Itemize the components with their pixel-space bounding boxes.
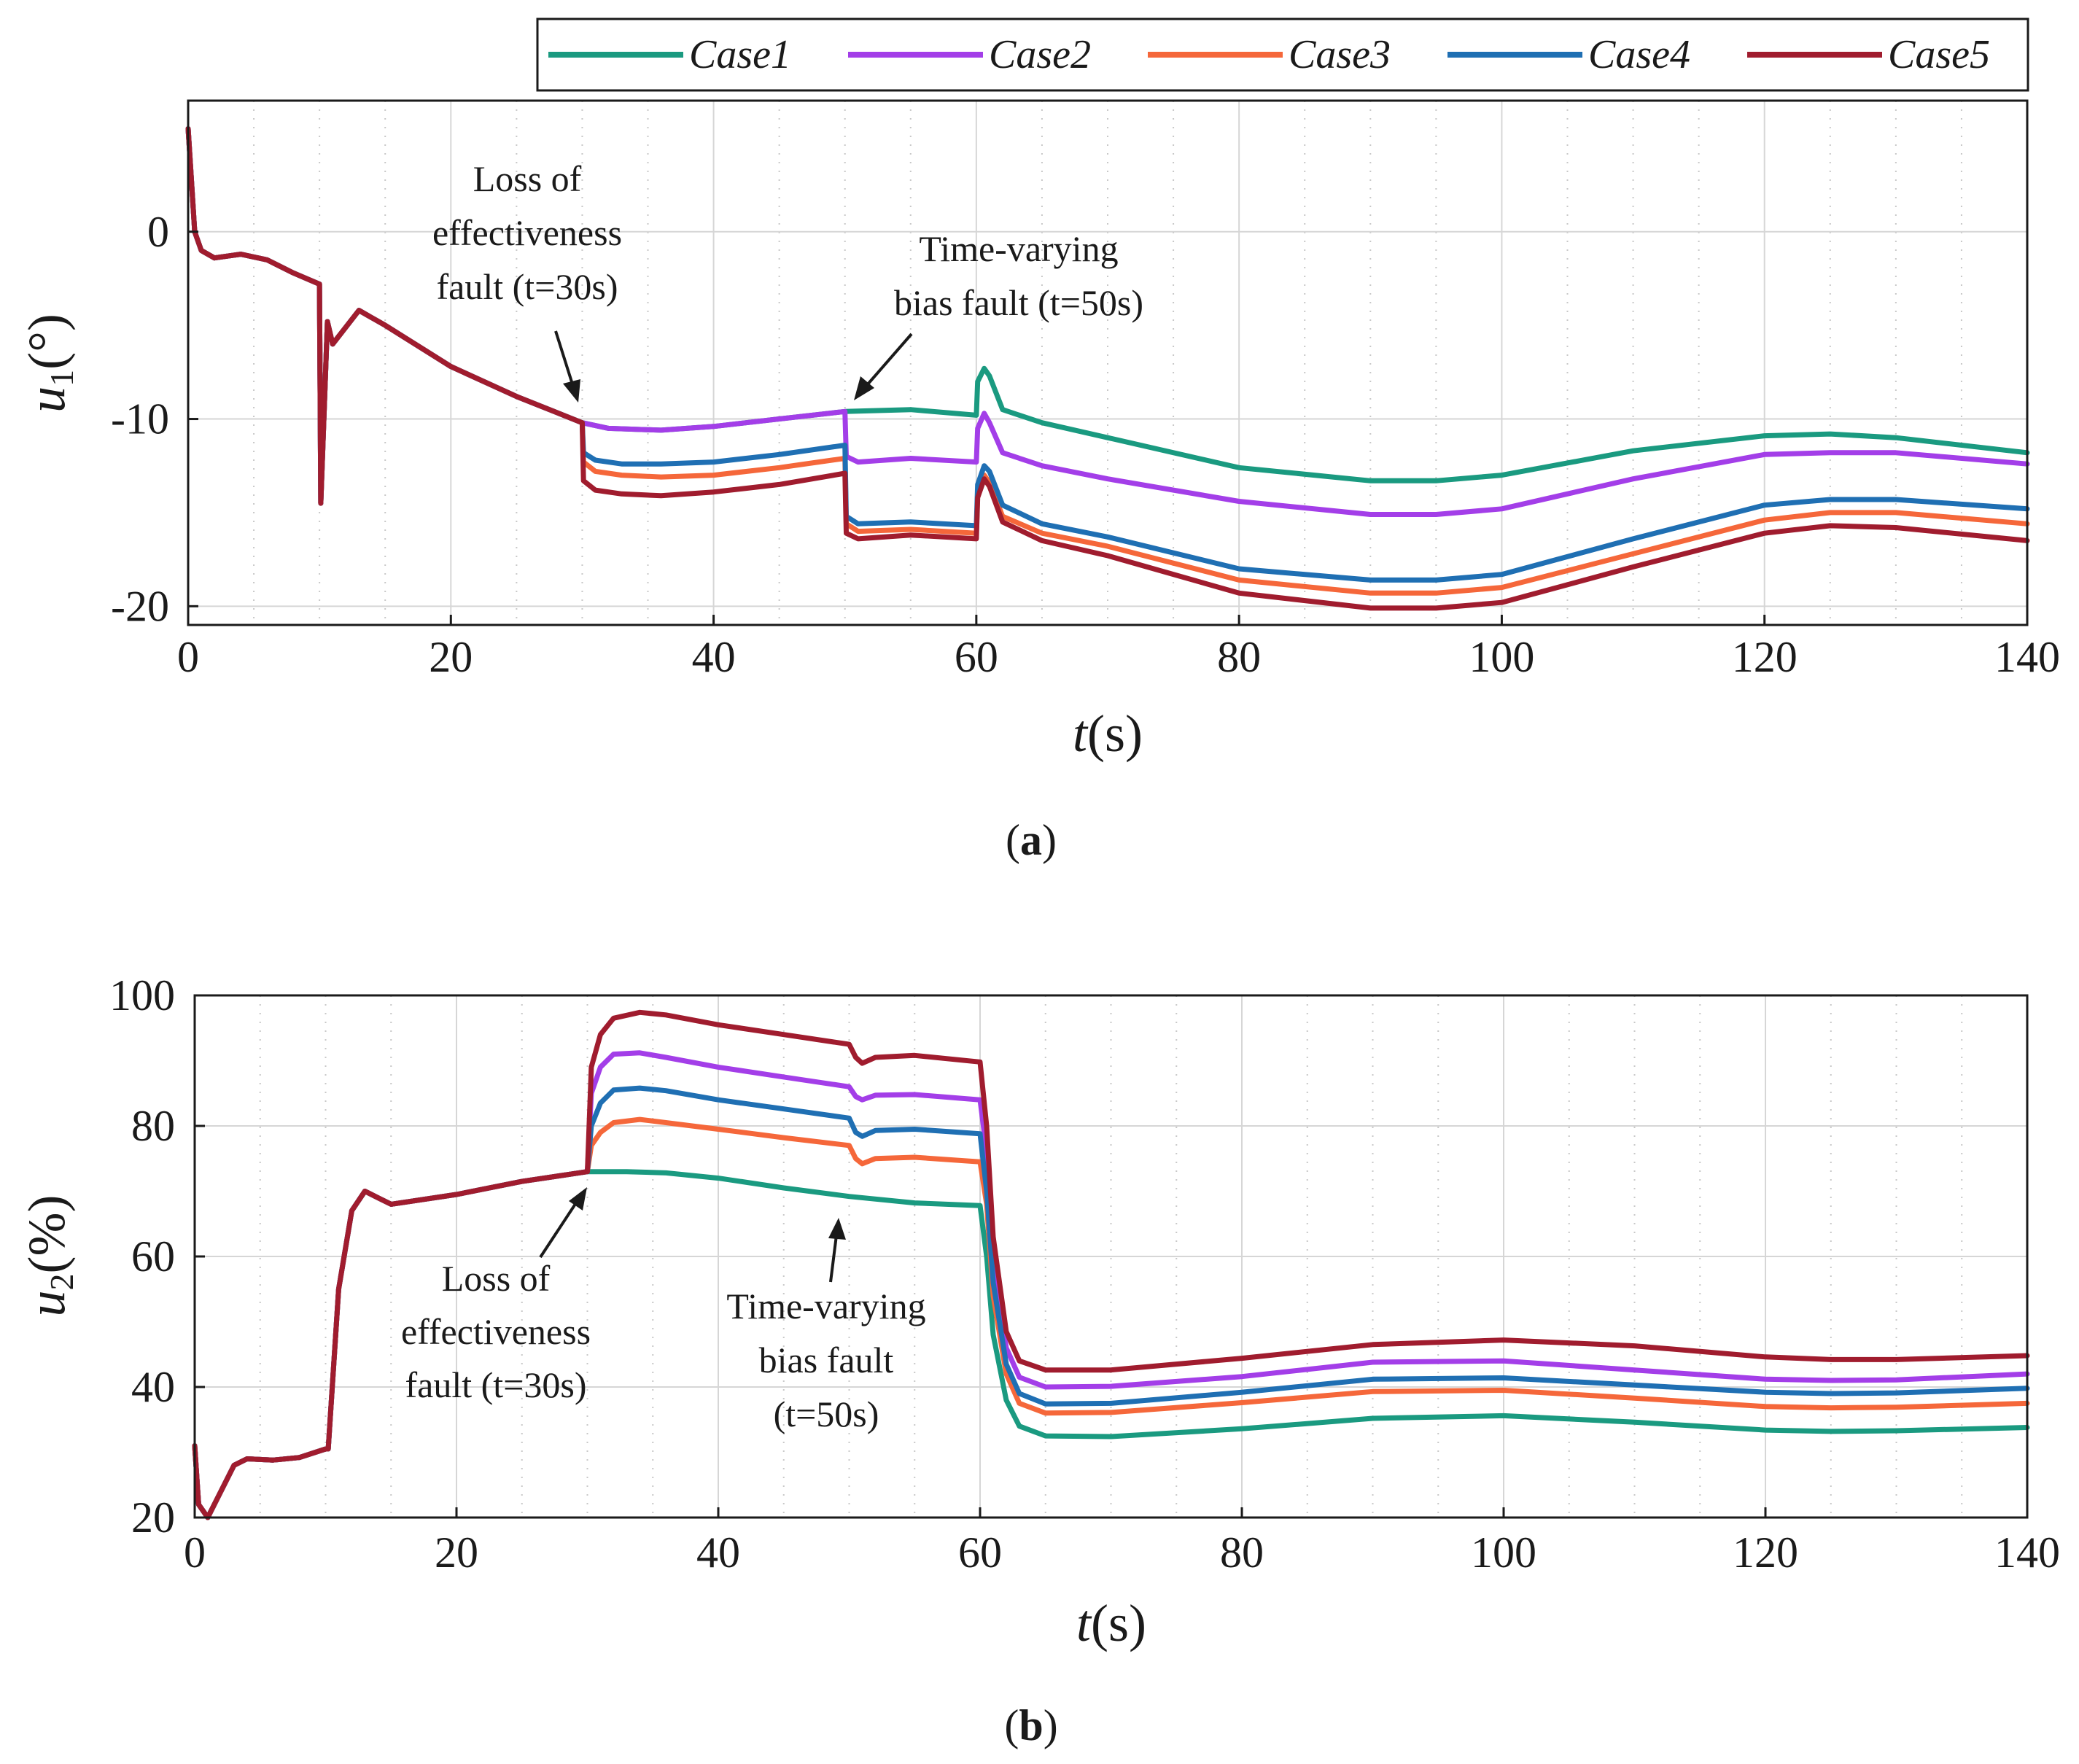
x-tick-label: 120 xyxy=(1733,1528,1798,1577)
legend-entry-case3: Case3 xyxy=(1148,32,1391,77)
y-tick-label: 40 xyxy=(131,1363,175,1411)
legend-label-case5: Case5 xyxy=(1888,32,1990,77)
legend-label-case2: Case2 xyxy=(989,32,1091,77)
legend-entry-case4: Case4 xyxy=(1447,32,1690,77)
annot-a1-arrow xyxy=(554,330,575,387)
x-tick-label: 0 xyxy=(177,633,199,681)
annot-b2-arrow xyxy=(829,1235,838,1283)
series-line-case5 xyxy=(192,1009,2030,1520)
x-tick-label: 60 xyxy=(958,1528,1002,1577)
panel-b-annotation-loss: Loss of effectiveness fault (t=30s) xyxy=(401,1187,591,1405)
panel-a-annotation-loss: Loss of effectiveness fault (t=30s) xyxy=(432,158,622,403)
annot-b1-line1: Loss of xyxy=(442,1258,551,1299)
annot-b2-line2: bias fault xyxy=(759,1340,894,1380)
x-tick-label: 80 xyxy=(1220,1528,1264,1577)
panel-a-xticks: 0 20 40 60 80 100 120 140 xyxy=(177,615,2060,681)
panel-a-annotation-bias: Time-varying bias fault (t=50s) xyxy=(854,228,1143,400)
panel-a-yticks: 0 -10 -20 xyxy=(111,208,198,630)
y-tick-label: 20 xyxy=(131,1493,175,1542)
panel-b-annotation-bias: Time-varying bias fault (t=50s) xyxy=(726,1218,926,1434)
x-tick-label: 80 xyxy=(1217,633,1261,681)
panel-b-xlabel: t(s) xyxy=(1076,1594,1146,1652)
x-tick-label: 0 xyxy=(184,1528,206,1577)
legend-entry-case5: Case5 xyxy=(1747,32,1990,77)
y-tick-label: 60 xyxy=(131,1232,175,1281)
annot-b2-line3: (t=50s) xyxy=(774,1394,879,1434)
y-tick-label: 80 xyxy=(131,1102,175,1150)
annot-b1-line2: effectiveness xyxy=(401,1311,591,1352)
series-line-case5 xyxy=(185,126,2030,611)
x-tick-label: 20 xyxy=(429,633,473,681)
legend-label-case4: Case4 xyxy=(1588,32,1690,77)
panel-b-ylabel: u2(%) xyxy=(18,1195,80,1317)
legend: Case1 Case2 Case3 Case4 Case5 xyxy=(536,18,2029,92)
panel-a-label: (a) xyxy=(1006,816,1057,864)
annot-a1-line3: fault (t=30s) xyxy=(437,266,618,307)
panel-b-yticks: 20 40 60 80 100 xyxy=(109,971,205,1542)
y-tick-label: 0 xyxy=(147,208,169,256)
x-tick-label: 120 xyxy=(1732,633,1798,681)
annot-a2-line2: bias fault (t=50s) xyxy=(894,282,1143,323)
x-tick-label: 140 xyxy=(1994,633,2060,681)
annot-a1-line1: Loss of xyxy=(473,158,582,199)
panel-a-ylabel: u1(°) xyxy=(18,314,80,413)
annot-b2-arrowhead xyxy=(828,1218,846,1240)
panel-a-axes-box xyxy=(187,99,2029,626)
panel-a-xlabel: t(s) xyxy=(1073,704,1143,763)
annot-a1-arrowhead xyxy=(563,379,580,403)
annot-b2-line1: Time-varying xyxy=(726,1286,925,1326)
panel-a-series xyxy=(185,126,2030,611)
x-tick-label: 40 xyxy=(692,633,736,681)
panel-b-series xyxy=(192,1009,2030,1520)
legend-label-case3: Case3 xyxy=(1289,32,1391,77)
annot-a2-arrow xyxy=(866,333,913,386)
series-line-case3 xyxy=(185,126,2030,596)
panel-a-grid xyxy=(188,101,2027,625)
x-tick-label: 20 xyxy=(435,1528,478,1577)
annot-b1-arrowhead xyxy=(569,1187,587,1211)
x-tick-label: 100 xyxy=(1469,633,1534,681)
annot-a2-line1: Time-varying xyxy=(919,228,1118,269)
x-tick-label: 40 xyxy=(696,1528,740,1577)
legend-entry-case1: Case1 xyxy=(548,32,791,77)
y-tick-label: -10 xyxy=(111,395,169,443)
annot-a2-arrowhead xyxy=(854,376,874,400)
y-tick-label: -20 xyxy=(111,582,169,630)
annot-a1-line2: effectiveness xyxy=(432,212,622,253)
panel-b-grid xyxy=(195,995,2027,1518)
x-tick-label: 140 xyxy=(1994,1528,2060,1577)
legend-entry-case2: Case2 xyxy=(848,32,1091,77)
legend-label-case1: Case1 xyxy=(689,32,791,77)
panel-b-label: (b) xyxy=(1004,1701,1057,1749)
panel-a: 0 20 40 60 80 100 120 140 0 -10 -20 t(s) u1(°) Lo… xyxy=(18,99,2060,864)
x-tick-label: 60 xyxy=(955,633,998,681)
y-tick-label: 100 xyxy=(109,971,175,1019)
x-tick-label: 100 xyxy=(1471,1528,1536,1577)
annot-b1-line3: fault (t=30s) xyxy=(405,1364,587,1405)
panel-b-xticks: 0 20 40 60 80 100 120 140 xyxy=(184,1507,2060,1577)
annot-b1-arrow xyxy=(539,1200,578,1259)
